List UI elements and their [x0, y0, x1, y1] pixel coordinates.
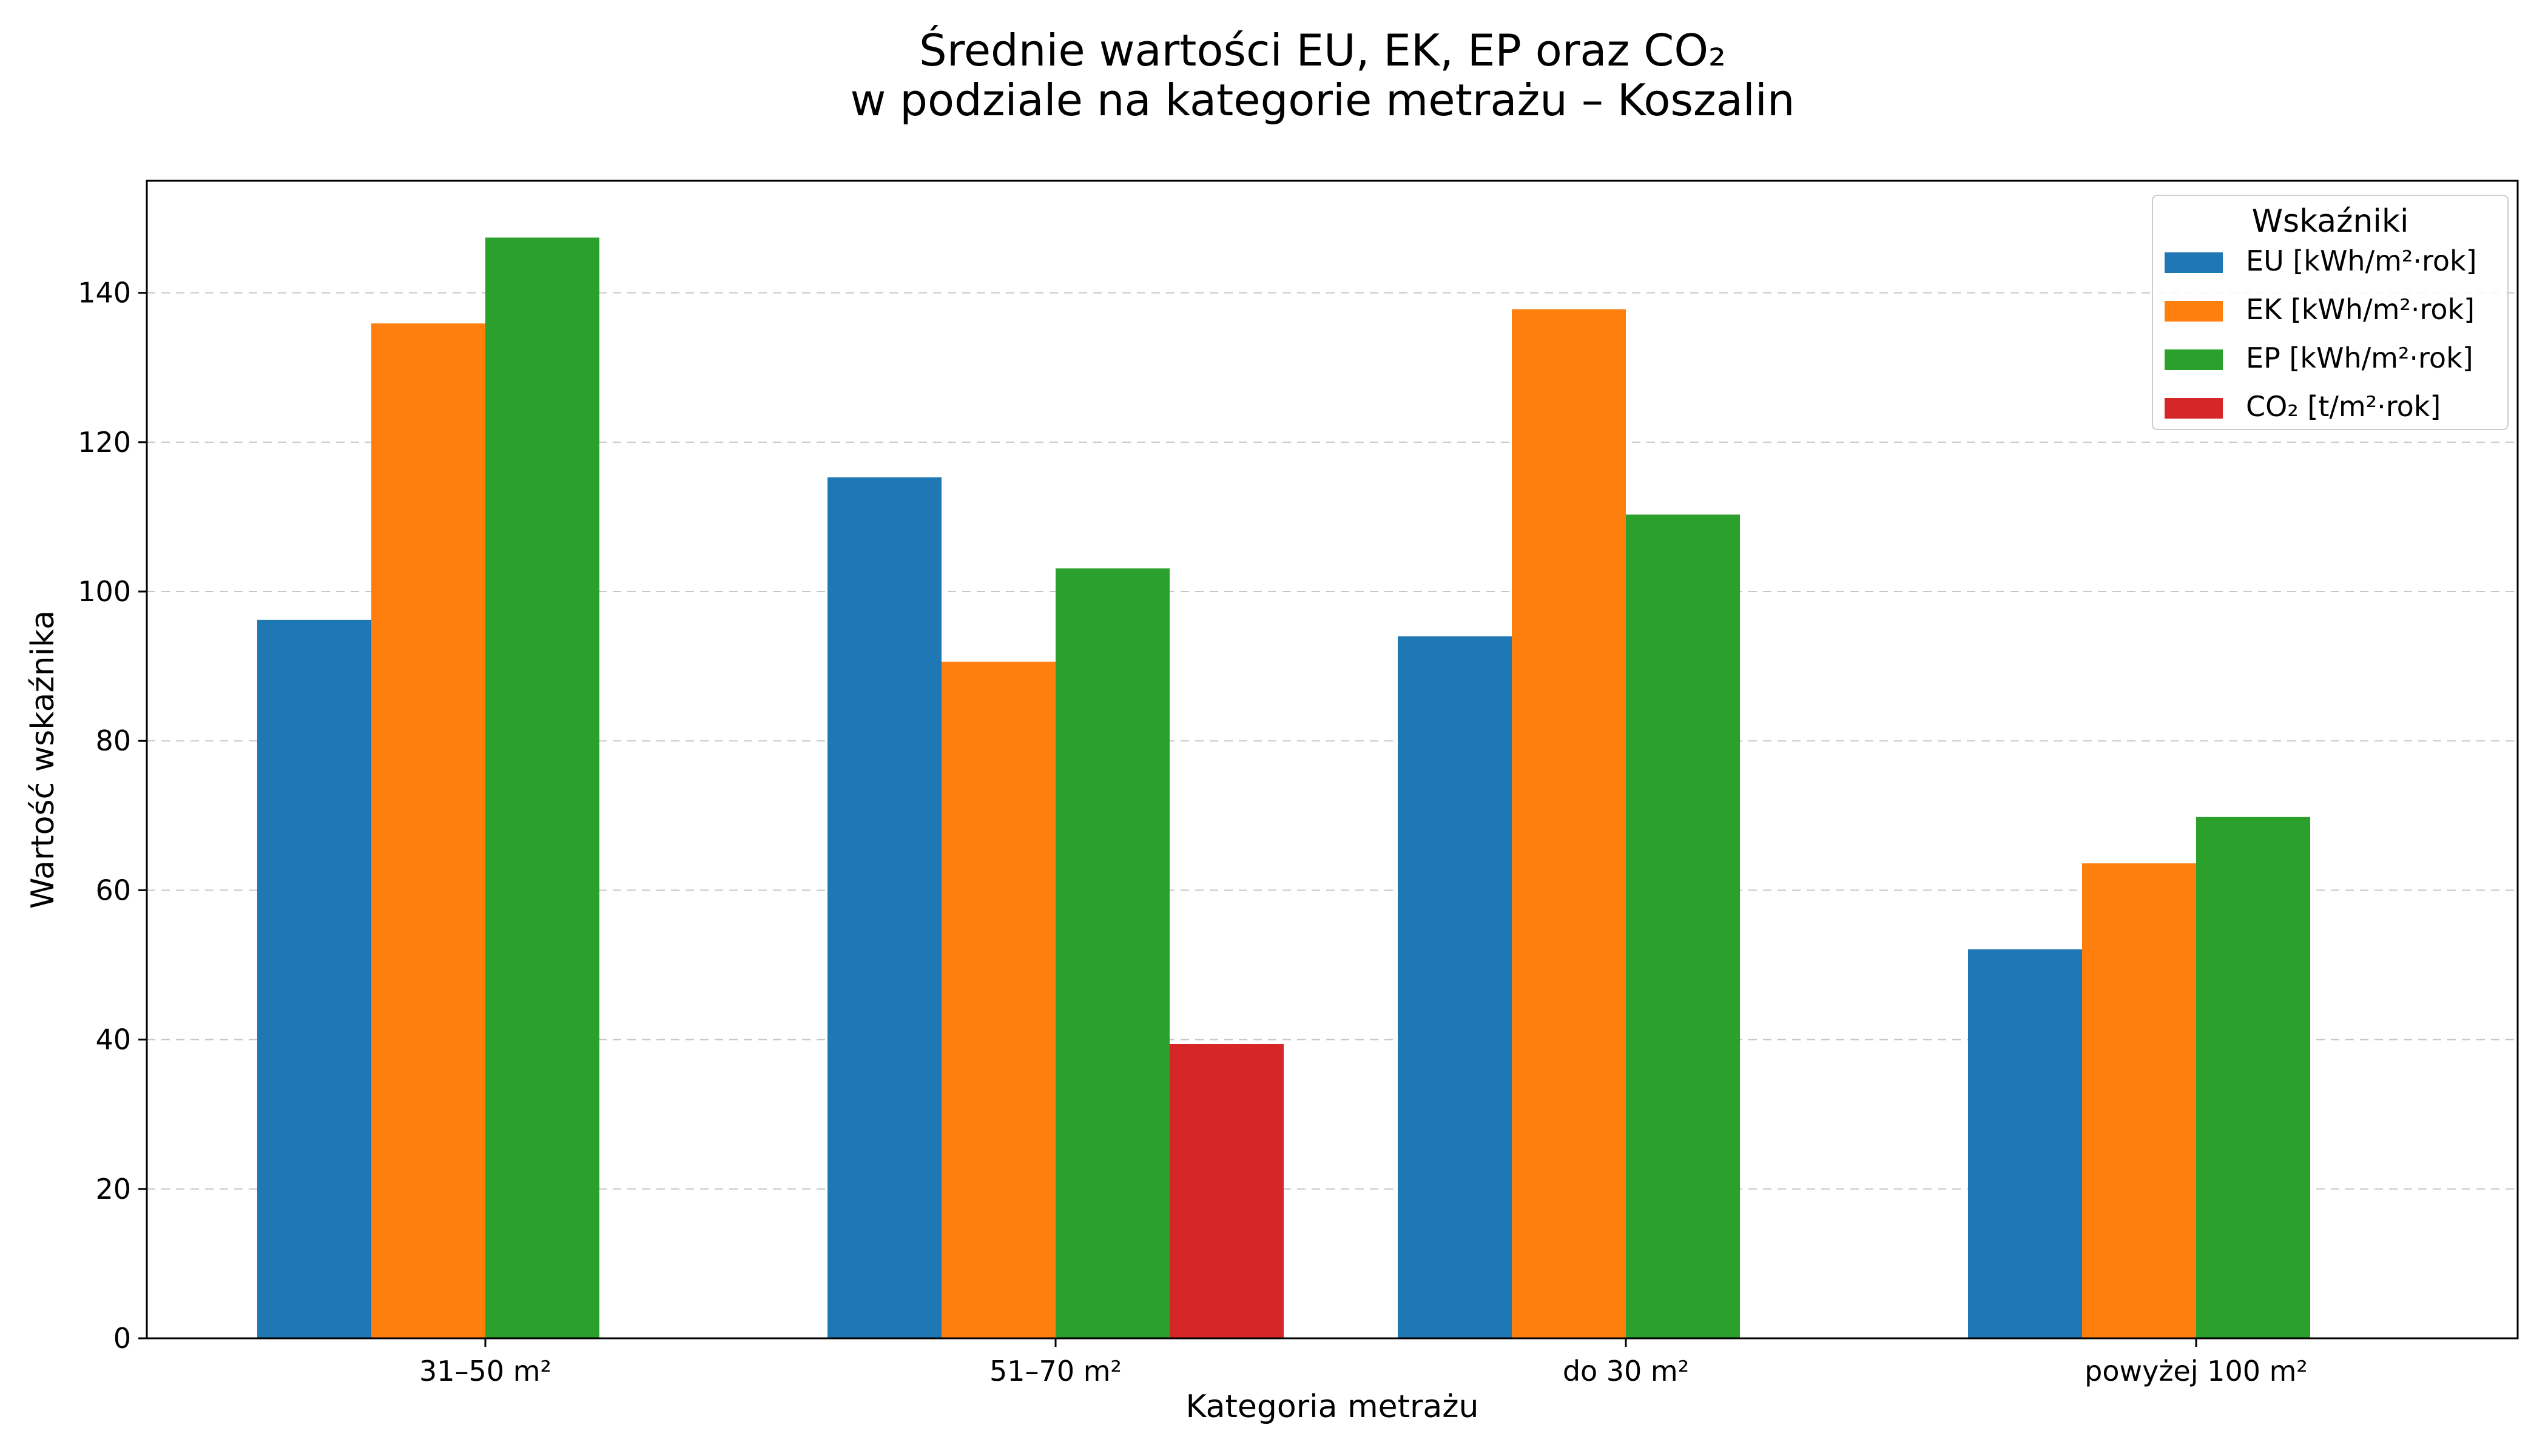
y-tick-label: 60 — [95, 874, 131, 906]
legend: Wskaźniki EU [kWh/m²·rok] EK [kWh/m²·rok]… — [2152, 195, 2509, 430]
y-tick-label: 40 — [95, 1023, 131, 1056]
y-tick-label: 0 — [113, 1322, 131, 1355]
bar — [1626, 514, 1740, 1338]
y-axis: 0 20 40 60 80 100 120 140 — [78, 277, 147, 1355]
legend-label: EU [kWh/m²·rok] — [2246, 244, 2477, 277]
legend-swatch — [2165, 252, 2223, 273]
chart-title-line-1: Średnie wartości EU, EK, EP oraz CO₂ — [919, 25, 1726, 76]
bar — [257, 619, 371, 1338]
legend-label: EP [kWh/m²·rok] — [2246, 342, 2473, 374]
x-tick-label: 31–50 m² — [419, 1355, 551, 1387]
y-axis-label: Wartość wskaźnika — [25, 610, 61, 909]
bar — [2082, 863, 2196, 1338]
y-tick-label: 140 — [78, 277, 131, 309]
plot-frame — [146, 180, 2519, 1340]
bar — [485, 237, 599, 1338]
chart-title-line-2: w podziale na kategorie metrażu – Koszal… — [851, 75, 1795, 126]
bar — [1056, 568, 1170, 1338]
bar — [1170, 1043, 1284, 1338]
bar — [942, 661, 1056, 1338]
bar — [1968, 949, 2082, 1338]
legend-swatch — [2165, 398, 2223, 419]
bars — [257, 237, 2310, 1338]
legend-swatch — [2165, 301, 2223, 322]
bar — [1512, 309, 1626, 1338]
bar — [371, 323, 485, 1338]
bar — [2196, 817, 2310, 1338]
legend-box — [2152, 195, 2509, 430]
legend-label: EK [kWh/m²·rok] — [2246, 293, 2475, 326]
x-tick-label: do 30 m² — [1563, 1355, 1689, 1387]
y-tick-label: 100 — [78, 575, 131, 608]
x-tick-label: 51–70 m² — [989, 1355, 1122, 1387]
legend-label: CO₂ [t/m²·rok] — [2246, 390, 2441, 423]
bar — [827, 477, 942, 1338]
y-tick-label: 80 — [95, 724, 131, 757]
y-tick-label: 20 — [95, 1173, 131, 1205]
legend-swatch — [2165, 349, 2223, 370]
x-tick-label: powyżej 100 m² — [2085, 1355, 2308, 1387]
x-axis: 31–50 m² 51–70 m² do 30 m² powyżej 100 m² — [419, 1338, 2308, 1387]
bar — [1398, 636, 1512, 1338]
legend-title: Wskaźniki — [2252, 203, 2409, 240]
x-axis-label: Kategoria metrażu — [1185, 1389, 1478, 1425]
y-tick-label: 120 — [78, 426, 131, 459]
